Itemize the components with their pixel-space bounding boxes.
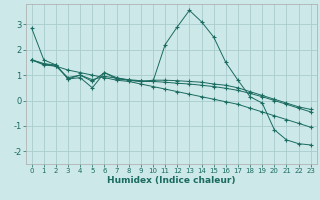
X-axis label: Humidex (Indice chaleur): Humidex (Indice chaleur)	[107, 176, 236, 185]
